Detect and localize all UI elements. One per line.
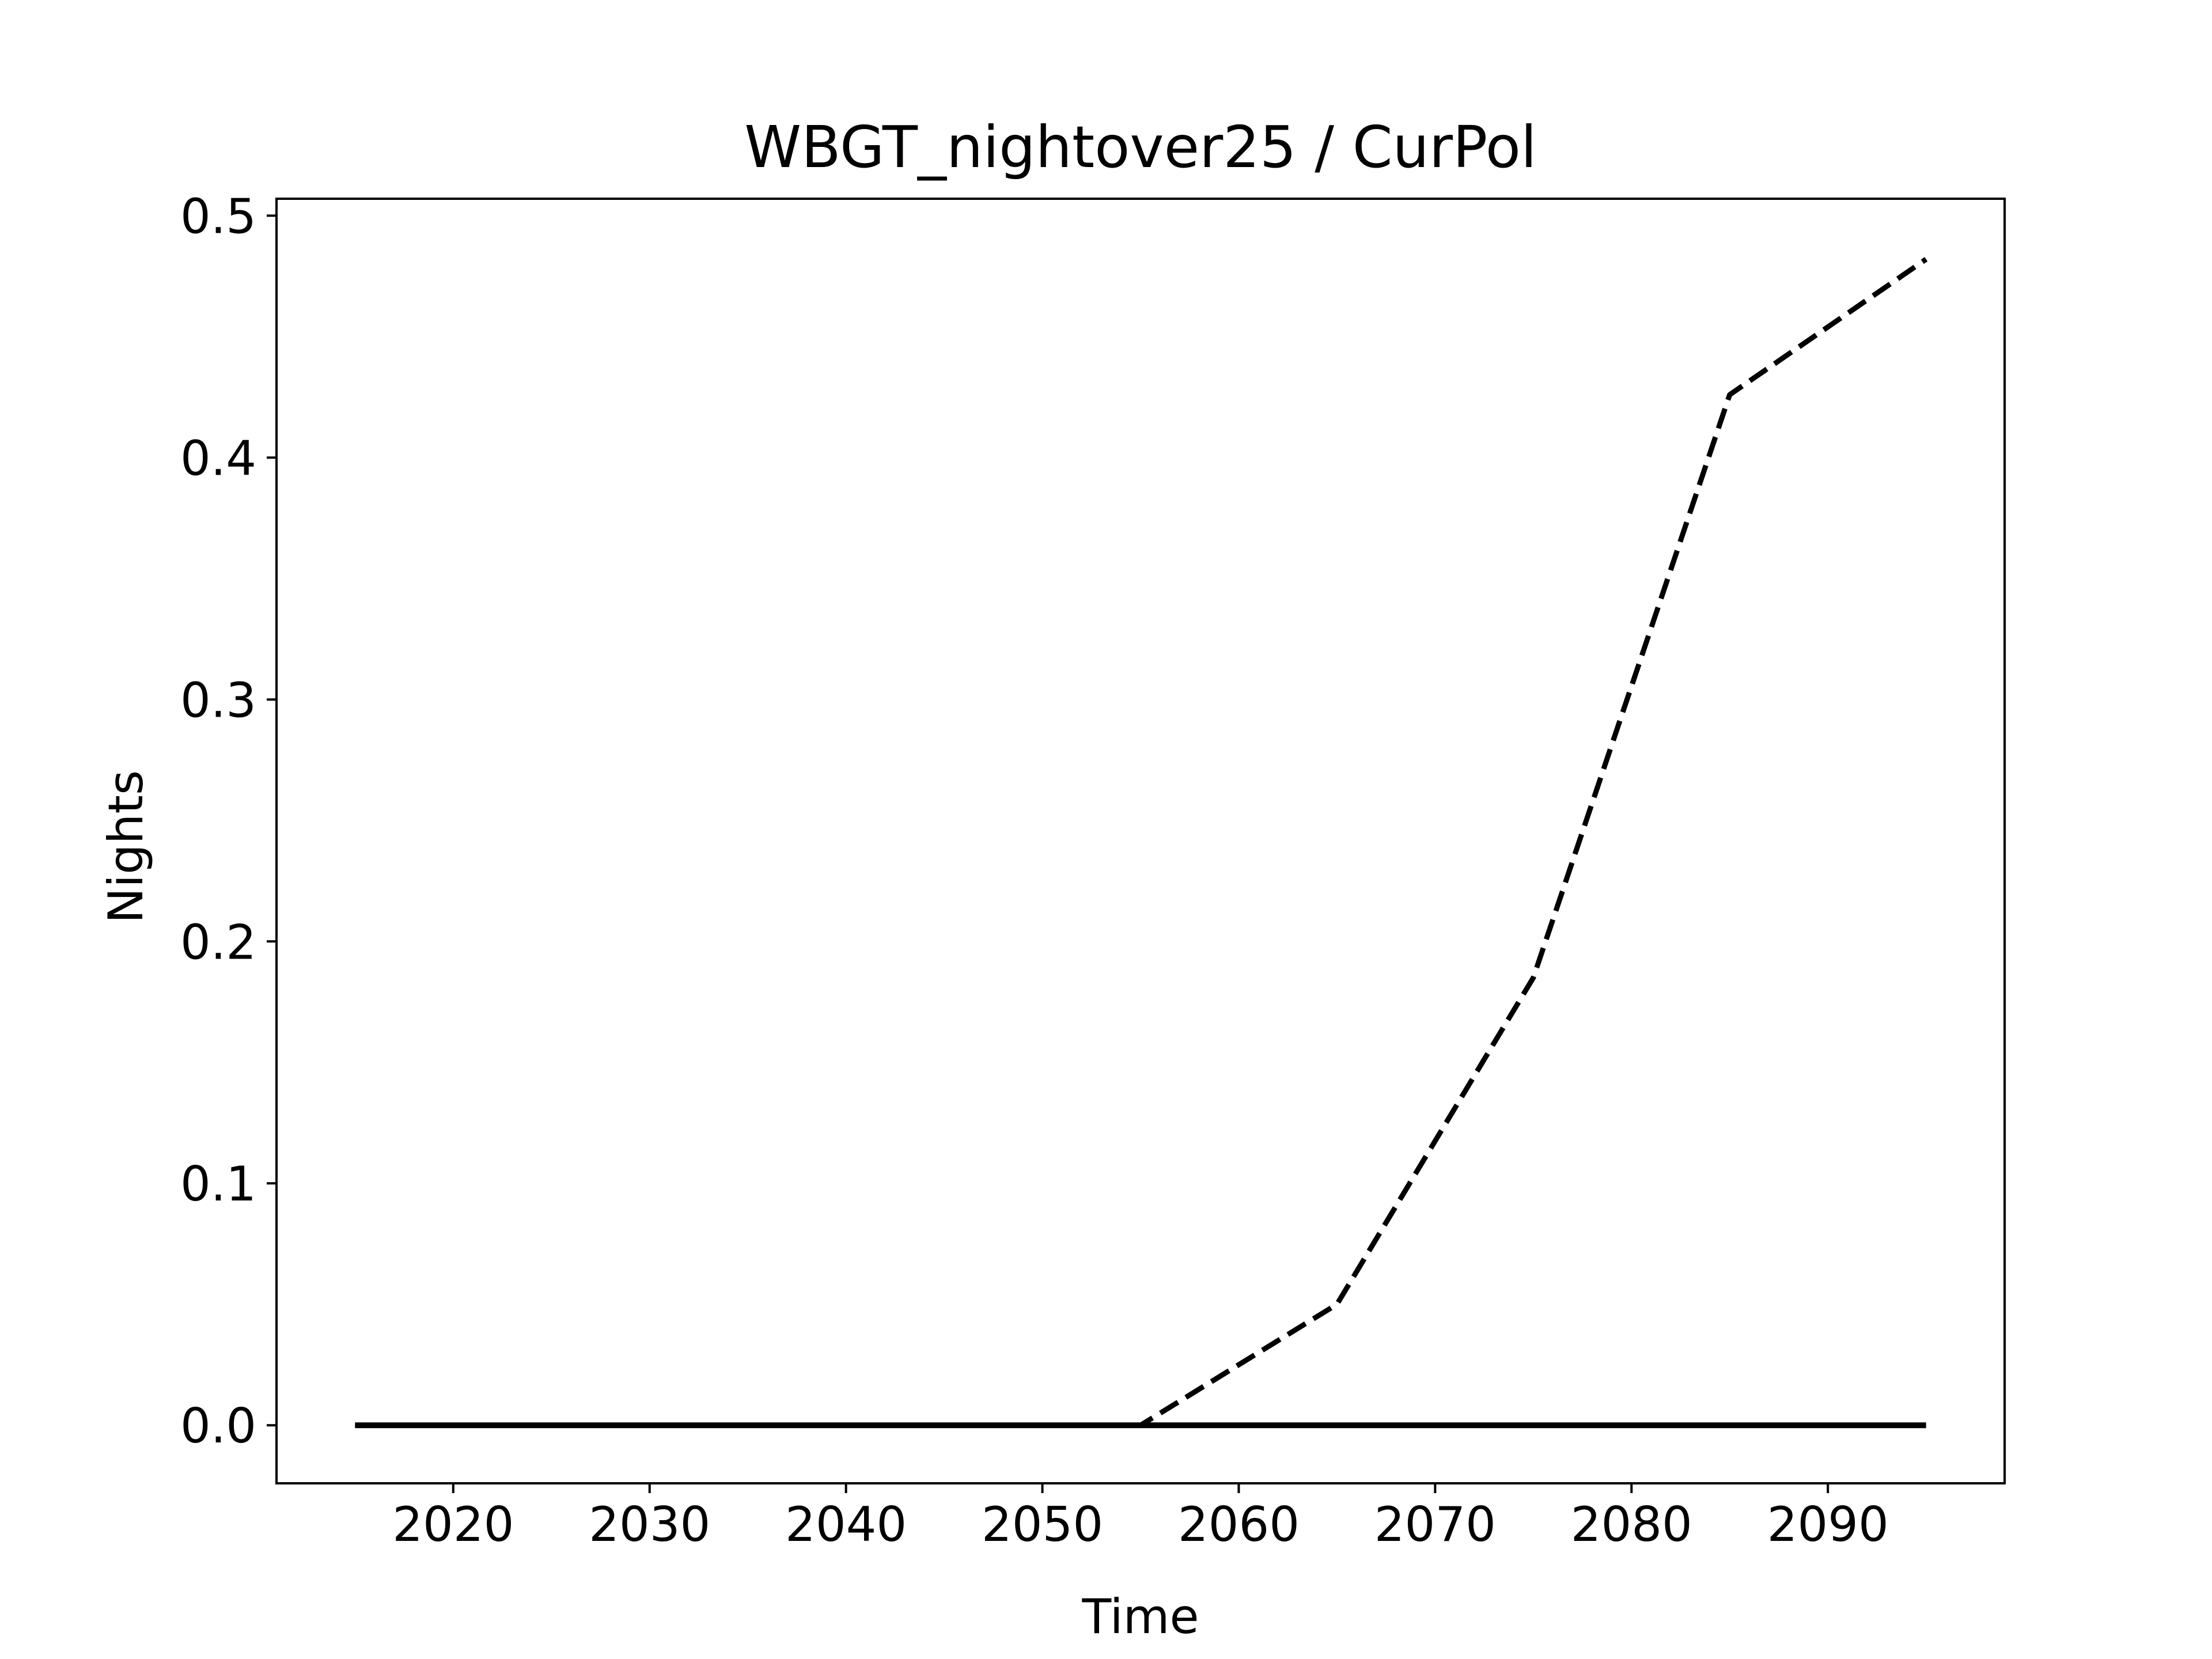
x-tick-label: 2080 <box>1571 1497 1692 1552</box>
y-tick-label: 0.5 <box>180 188 256 244</box>
y-axis-label: Nights <box>98 770 154 923</box>
y-tick-label: 0.3 <box>180 672 256 728</box>
y-axis-ticks: 0.0 0.1 0.2 0.3 0.4 0.5 <box>180 188 276 1454</box>
x-tick-label: 2030 <box>589 1497 710 1552</box>
y-tick-label: 0.1 <box>180 1156 256 1212</box>
y-tick-label: 0.0 <box>180 1398 256 1454</box>
chart-title: WBGT_nightover25 / CurPol <box>744 113 1537 181</box>
y-tick-label: 0.2 <box>180 914 256 970</box>
x-tick-label: 2050 <box>982 1497 1103 1552</box>
plot-area <box>355 257 1928 1429</box>
x-tick-label: 2090 <box>1767 1497 1889 1552</box>
x-tick-label: 2070 <box>1374 1497 1496 1552</box>
x-tick-label: 2020 <box>392 1497 514 1552</box>
y-tick-label: 0.4 <box>180 430 256 486</box>
x-tick-label: 2060 <box>1178 1497 1300 1552</box>
x-tick-label: 2040 <box>785 1497 907 1552</box>
x-axis-ticks: 2020 2030 2040 2050 2060 2070 2080 2090 <box>392 1483 1889 1552</box>
x-axis-label: Time <box>1081 1589 1199 1645</box>
axes-frame <box>275 198 2006 1484</box>
